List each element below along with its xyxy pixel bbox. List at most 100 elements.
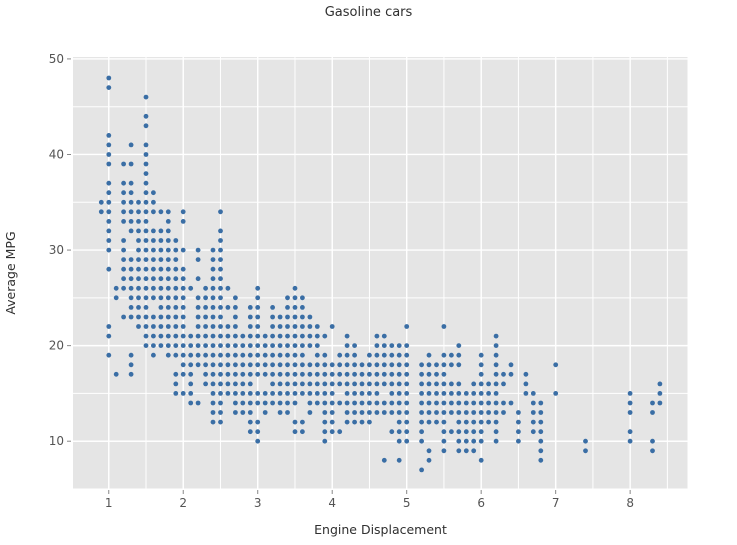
data-point <box>143 142 149 148</box>
data-point <box>441 381 447 387</box>
data-point <box>426 362 432 368</box>
data-point <box>389 343 395 348</box>
data-point <box>300 324 305 329</box>
data-point <box>255 419 261 425</box>
data-point <box>456 419 462 425</box>
data-point <box>292 362 298 368</box>
data-point <box>195 276 201 282</box>
data-point <box>307 400 313 406</box>
data-point <box>158 209 164 215</box>
data-point <box>210 371 216 377</box>
data-point <box>143 324 149 329</box>
data-point <box>143 295 149 301</box>
data-point <box>404 381 410 387</box>
data-point <box>128 276 134 282</box>
data-point <box>106 266 112 272</box>
data-point <box>352 400 357 406</box>
data-point <box>128 142 134 148</box>
data-point <box>292 381 298 387</box>
x-tick-label: 4 <box>328 496 336 510</box>
data-point <box>508 400 514 406</box>
data-point <box>285 333 290 339</box>
data-point <box>106 161 112 167</box>
data-point <box>255 285 261 291</box>
data-point <box>456 438 462 444</box>
data-point <box>270 362 275 368</box>
data-point <box>255 429 261 435</box>
data-point <box>128 228 134 234</box>
data-point <box>426 410 432 415</box>
data-point <box>173 324 179 329</box>
data-point <box>247 314 253 320</box>
data-point <box>478 457 484 463</box>
data-point <box>314 324 320 329</box>
data-point <box>136 228 141 234</box>
data-point <box>128 161 134 167</box>
data-point <box>314 333 320 339</box>
data-point <box>307 410 313 415</box>
data-point <box>419 362 424 368</box>
data-point <box>389 400 395 406</box>
data-point <box>113 371 119 377</box>
data-point <box>151 238 156 243</box>
data-point <box>463 448 469 454</box>
data-point <box>277 410 283 415</box>
data-point <box>247 400 253 406</box>
data-point <box>471 381 477 387</box>
data-point <box>456 381 462 387</box>
data-point <box>285 362 290 368</box>
data-point <box>255 400 261 406</box>
data-point <box>165 276 171 282</box>
data-point <box>247 305 253 310</box>
data-point <box>478 400 484 406</box>
x-tick-label: 5 <box>403 496 411 510</box>
data-point <box>247 324 253 329</box>
data-point <box>374 343 380 348</box>
data-point <box>389 371 395 377</box>
data-point <box>367 400 372 406</box>
data-point <box>180 209 186 215</box>
data-point <box>300 343 305 348</box>
data-point <box>143 276 149 282</box>
data-point <box>329 362 335 368</box>
data-point <box>404 343 410 348</box>
data-point <box>396 352 402 358</box>
data-point <box>300 419 305 425</box>
data-point <box>225 391 231 396</box>
data-point <box>240 362 246 368</box>
data-point <box>143 285 149 291</box>
data-point <box>165 305 171 310</box>
x-tick-label: 8 <box>626 496 634 510</box>
data-point <box>434 371 439 377</box>
data-point <box>136 295 141 301</box>
data-point <box>165 295 171 301</box>
data-point <box>374 362 380 368</box>
data-point <box>322 381 328 387</box>
data-point <box>314 362 320 368</box>
data-point <box>143 219 149 224</box>
data-point <box>233 305 238 310</box>
data-point <box>180 314 186 320</box>
data-point <box>136 266 141 272</box>
data-point <box>285 391 290 396</box>
data-point <box>471 419 477 425</box>
data-point <box>188 400 194 406</box>
data-point <box>486 419 491 425</box>
data-point <box>210 324 216 329</box>
data-point <box>471 400 477 406</box>
data-point <box>225 343 231 348</box>
data-point <box>143 247 149 253</box>
data-point <box>233 343 238 348</box>
data-point <box>106 180 112 186</box>
data-point <box>352 371 357 377</box>
data-point <box>329 400 335 406</box>
plot-panel[interactable] <box>73 57 688 489</box>
data-point <box>106 209 112 215</box>
data-point <box>158 266 164 272</box>
data-point <box>143 161 149 167</box>
data-point <box>218 324 223 329</box>
data-point <box>240 391 246 396</box>
data-point <box>262 371 268 377</box>
data-point <box>322 371 328 377</box>
